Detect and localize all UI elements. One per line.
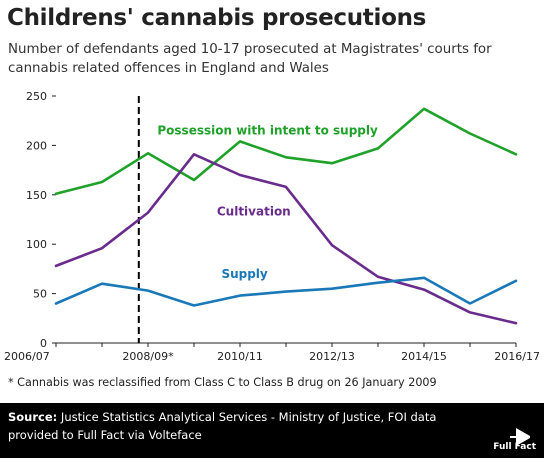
x-tick-label: 2010/11: [217, 350, 263, 363]
full-fact-logo-text: Full Fact: [493, 442, 536, 452]
y-tick-label: 50: [33, 288, 47, 301]
x-tick-label: 2014/15: [401, 350, 447, 363]
source-label: Source:: [8, 410, 58, 424]
y-tick-label: 200: [26, 139, 47, 152]
chart-title: Childrens' cannabis prosecutions: [7, 5, 427, 31]
y-tick-label: 100: [26, 238, 47, 251]
chart-axes: 0 50 100 150 200 250 2006/07 2008/09* 2010/11 201…: [4, 90, 540, 363]
series-label: Possession with intent to supply: [157, 124, 378, 138]
chart-subtitle: Number of defendants aged 10-17 prosecut…: [8, 42, 492, 76]
series-labels: Possession with intent to supply Cultivat…: [157, 124, 378, 281]
x-tick-label: 2012/13: [309, 350, 355, 363]
x-tick-label: 2016/17: [494, 350, 540, 363]
full-fact-logo: Full Fact: [486, 426, 536, 452]
source-text: Source: Justice Statistics Analytical Se…: [8, 408, 448, 444]
source-bar: Source: Justice Statistics Analytical Se…: [0, 403, 544, 458]
full-fact-logo-icon: [510, 428, 530, 446]
series-line-possession-with-intent-to-supply: [54, 107, 518, 196]
y-tick-label: 0: [40, 337, 47, 350]
y-tick-label: 150: [26, 189, 47, 202]
x-tick-label: 2006/07: [4, 350, 50, 363]
x-tick-label: 2008/09*: [122, 350, 174, 363]
series-line-cultivation: [54, 153, 518, 325]
series-line-supply: [54, 276, 518, 307]
source-description: Justice Statistics Analytical Services -…: [8, 410, 437, 442]
series-label: Supply: [221, 267, 267, 281]
footnote: * Cannabis was reclassified from Class C…: [8, 376, 437, 389]
y-tick-label: 250: [26, 90, 47, 103]
series-label: Cultivation: [217, 205, 291, 219]
chart-series: [54, 107, 518, 325]
line-chart: 0 50 100 150 200 250 2006/07 2008/09* 2010/11 201…: [4, 90, 540, 363]
